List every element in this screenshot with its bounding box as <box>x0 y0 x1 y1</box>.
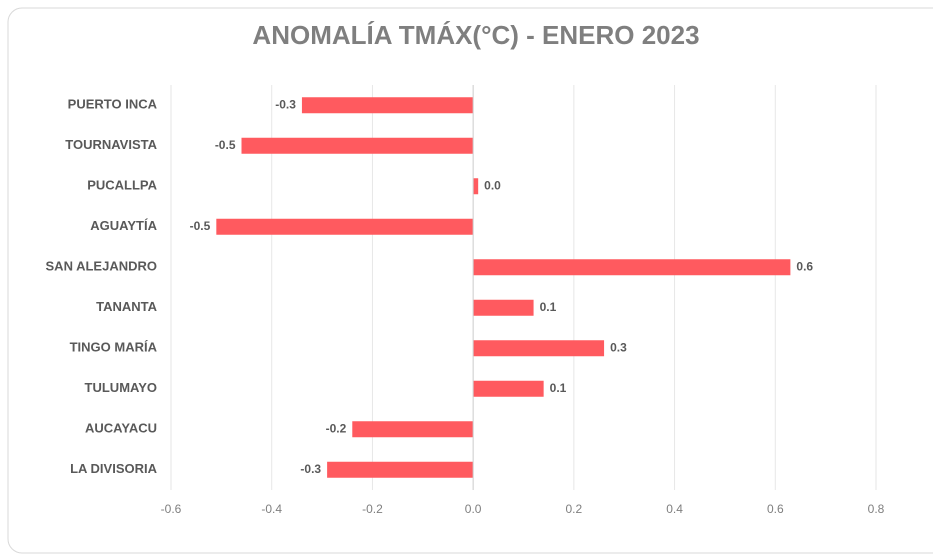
y-tick-label: TOURNAVISTA <box>65 137 157 152</box>
bar <box>241 137 474 154</box>
y-tick-label: AGUAYTÍA <box>90 218 157 233</box>
value-label: -0.2 <box>326 421 347 435</box>
x-tick-label: 0.4 <box>666 502 683 516</box>
x-tick-label: -0.4 <box>261 502 282 516</box>
bar <box>301 97 474 114</box>
value-label: 0.1 <box>550 381 567 395</box>
value-label: -0.5 <box>215 138 236 152</box>
bar <box>473 299 534 316</box>
value-label: 0.0 <box>484 178 501 192</box>
bar <box>216 218 474 235</box>
bar <box>473 340 605 357</box>
value-label: 0.6 <box>796 259 813 273</box>
chart-frame <box>7 7 933 554</box>
chart-title: ANOMALÍA TMÁX(°C) - ENERO 2023 <box>252 20 699 50</box>
y-tick-label: TINGO MARÍA <box>70 340 158 355</box>
x-tick-label: 0.2 <box>566 502 583 516</box>
bar <box>473 380 544 397</box>
bar <box>327 461 474 478</box>
value-label: -0.5 <box>190 219 211 233</box>
y-tick-label: LA DIVISORIA <box>70 461 158 476</box>
value-label: -0.3 <box>300 462 321 476</box>
value-label: -0.3 <box>275 97 296 111</box>
y-tick-label: TANANTA <box>96 299 158 314</box>
bar <box>352 421 474 438</box>
x-tick-label: -0.6 <box>161 502 182 516</box>
x-tick-label: 0.8 <box>868 502 885 516</box>
bar <box>473 178 479 195</box>
y-tick-label: AUCAYACU <box>85 421 157 436</box>
y-tick-label: TULUMAYO <box>85 380 157 395</box>
y-tick-label: SAN ALEJANDRO <box>46 259 157 274</box>
x-tick-label: -0.2 <box>362 502 383 516</box>
value-label: 0.1 <box>540 300 557 314</box>
value-label: 0.3 <box>610 340 627 354</box>
x-tick-label: 0.6 <box>767 502 784 516</box>
x-tick-label: 0.0 <box>465 502 482 516</box>
y-tick-label: PUCALLPA <box>87 178 157 193</box>
y-tick-label: PUERTO INCA <box>68 97 158 112</box>
bar <box>473 259 791 276</box>
